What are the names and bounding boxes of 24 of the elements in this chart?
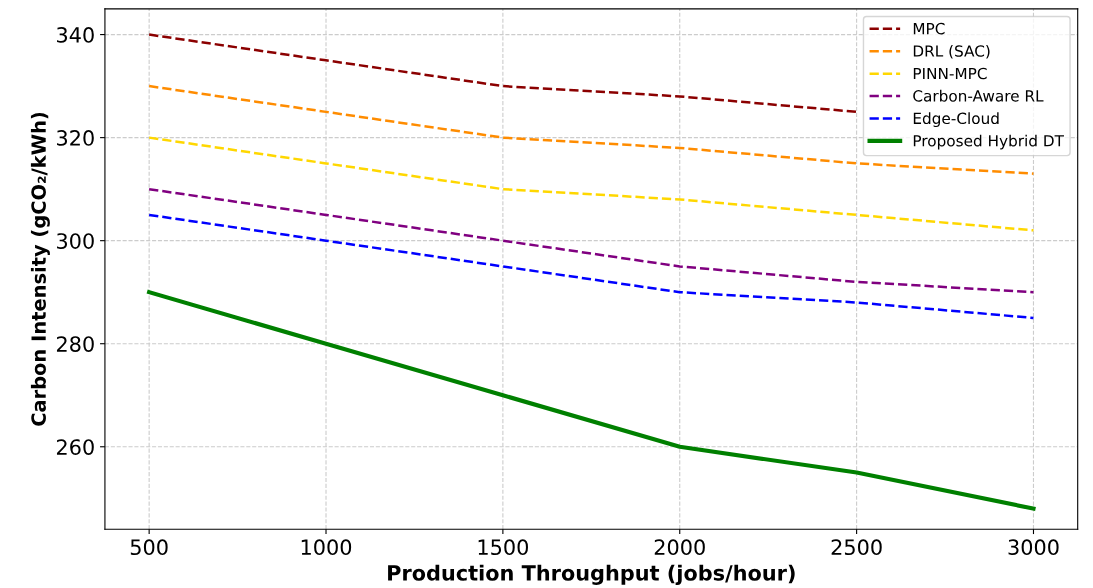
line-series — [147, 187, 1035, 294]
y-tick-label: 300 — [57, 233, 94, 249]
y-tick-label: 320 — [57, 130, 94, 146]
x-tick-label: 1500 — [478, 539, 529, 556]
x-tick-label: 2000 — [654, 539, 705, 556]
y-tick-label: 280 — [56, 336, 94, 352]
legend-label: PINN-MPC — [913, 67, 987, 80]
y-tick-label: 340 — [57, 27, 94, 43]
line-series — [147, 33, 858, 114]
y-axis-title: Carbon Intensity (gCO₂/kWh) — [30, 112, 50, 426]
x-tick-label: 3000 — [1008, 539, 1059, 556]
legend-label: Edge-Cloud — [913, 112, 999, 128]
legend-label: DRL (SAC) — [913, 45, 990, 59]
line-series — [147, 213, 1035, 320]
legend-label: Proposed Hybrid DT — [913, 134, 1064, 150]
legend-label: Carbon-Aware RL — [913, 89, 1044, 102]
x-axis-title: Production Throughput (jobs/hour) — [388, 564, 795, 585]
x-tick-label: 500 — [130, 539, 168, 556]
y-tick-label: 260 — [56, 439, 94, 455]
legend-label: MPC — [913, 22, 945, 35]
x-tick-label: 2500 — [831, 539, 882, 556]
line-series — [147, 290, 1036, 511]
line-series — [147, 136, 1035, 232]
x-tick-label: 1000 — [301, 539, 352, 556]
